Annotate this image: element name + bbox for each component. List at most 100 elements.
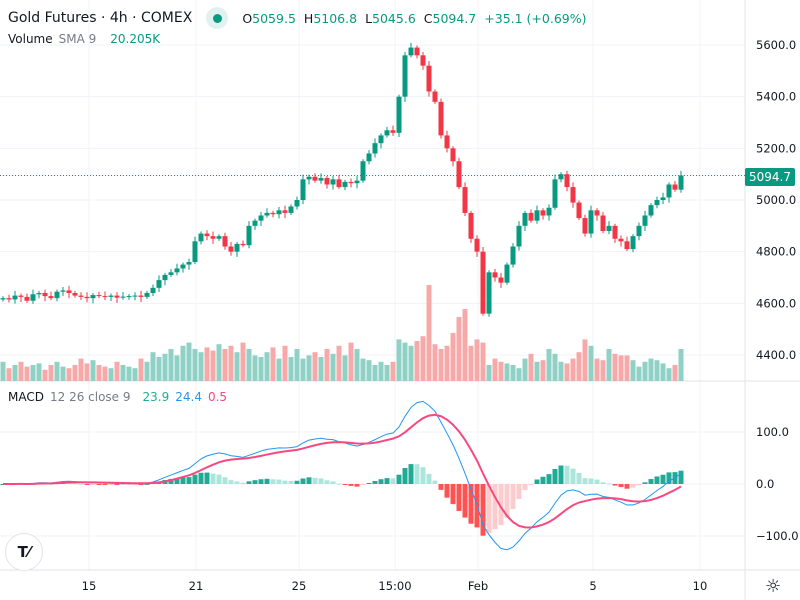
macd-histogram-bar bbox=[420, 467, 426, 484]
macd-histogram-bar bbox=[72, 483, 78, 485]
candle bbox=[618, 235, 624, 247]
candle-body bbox=[330, 179, 336, 185]
macd-histogram-bar bbox=[324, 480, 330, 484]
volume-legend[interactable]: Volume SMA 9 20.205K bbox=[8, 32, 160, 46]
candle-body bbox=[642, 215, 648, 226]
candle-body bbox=[198, 233, 204, 242]
volume-bar bbox=[204, 347, 210, 381]
candle bbox=[426, 61, 432, 97]
candle bbox=[114, 292, 120, 303]
symbol-legend: Gold Futures · 4h · COMEX O5059.5 H5106.… bbox=[8, 7, 586, 29]
candle-body bbox=[648, 205, 654, 216]
candle bbox=[24, 293, 30, 303]
low-label: L bbox=[365, 10, 373, 26]
volume-bar bbox=[522, 358, 528, 381]
last-price-label: 5094.7 bbox=[745, 168, 795, 186]
macd-histogram-bar bbox=[534, 479, 540, 484]
candle-body bbox=[192, 241, 198, 262]
candle-body bbox=[24, 296, 30, 301]
volume-bar bbox=[672, 365, 678, 381]
macd-histogram-bar bbox=[504, 484, 510, 518]
candle-body bbox=[156, 280, 162, 288]
macd-legend[interactable]: MACD 12 26 close 9 23.9 24.4 0.5 bbox=[8, 390, 227, 404]
candle-body bbox=[72, 293, 78, 296]
candle-body bbox=[12, 295, 18, 300]
candle-body bbox=[564, 174, 570, 188]
macd-histogram-bar bbox=[246, 481, 252, 484]
macd-histogram-bar bbox=[618, 484, 624, 488]
candle bbox=[72, 290, 78, 298]
candle bbox=[366, 150, 372, 165]
candle-body bbox=[276, 210, 282, 215]
candle bbox=[30, 289, 36, 304]
candle bbox=[672, 181, 678, 192]
volume-bar bbox=[504, 363, 510, 381]
volume-bar bbox=[246, 349, 252, 381]
macd-histogram-bar bbox=[90, 484, 96, 485]
candle bbox=[264, 208, 270, 218]
macd-histogram-bar bbox=[486, 484, 492, 533]
macd-axis-label: 0.0 bbox=[756, 477, 774, 491]
candle-body bbox=[36, 293, 42, 295]
macd-histogram-bar bbox=[402, 467, 408, 484]
volume-bar bbox=[12, 365, 18, 381]
candle bbox=[318, 173, 324, 184]
volume-bar bbox=[588, 345, 594, 381]
candle bbox=[222, 232, 228, 250]
volume-bar bbox=[330, 353, 336, 381]
volume-bar bbox=[150, 352, 156, 381]
candle-body bbox=[300, 179, 306, 200]
candle-body bbox=[576, 202, 582, 219]
volume-bar bbox=[636, 366, 642, 381]
candle bbox=[144, 290, 150, 299]
candle bbox=[480, 247, 486, 316]
candle bbox=[6, 294, 12, 303]
candle-body bbox=[150, 287, 156, 293]
candle bbox=[258, 212, 264, 226]
macd-histogram-bar bbox=[378, 479, 384, 484]
candle-body bbox=[468, 212, 474, 239]
low-value: 5045.6 bbox=[372, 10, 416, 26]
volume-bar bbox=[486, 365, 492, 381]
candle-body bbox=[6, 298, 12, 300]
candle bbox=[246, 221, 252, 249]
candle bbox=[156, 275, 162, 292]
candle bbox=[636, 222, 642, 241]
tradingview-logo[interactable]: T⁄ bbox=[5, 533, 43, 571]
macd-histogram-bar bbox=[606, 483, 612, 485]
candle bbox=[204, 230, 210, 241]
macd-histogram-bar bbox=[468, 484, 474, 524]
volume-bar bbox=[192, 349, 198, 381]
volume-bar bbox=[90, 360, 96, 381]
candle bbox=[528, 209, 534, 223]
candle-body bbox=[144, 293, 150, 297]
macd-histogram-bar bbox=[438, 484, 444, 490]
volume-bar bbox=[420, 336, 426, 381]
volume-bar bbox=[312, 352, 318, 381]
candle-body bbox=[660, 197, 666, 200]
macd-histogram-bar bbox=[342, 484, 348, 485]
candle-body bbox=[456, 161, 462, 188]
candle bbox=[450, 146, 456, 167]
macd-histogram-bar bbox=[300, 478, 306, 484]
macd-histogram-bar bbox=[294, 480, 300, 484]
candle-body bbox=[606, 225, 612, 231]
candle-body bbox=[138, 295, 144, 297]
candle-body bbox=[240, 243, 246, 246]
candle bbox=[120, 291, 126, 300]
price-axis-label: 4600.0 bbox=[756, 296, 796, 310]
candle bbox=[630, 234, 636, 253]
candle-body bbox=[246, 225, 252, 246]
macd-histogram-bar bbox=[234, 481, 240, 484]
volume-bar bbox=[360, 358, 366, 381]
symbol-title[interactable]: Gold Futures · 4h · COMEX bbox=[8, 10, 193, 26]
candle-body bbox=[426, 65, 432, 92]
candle-body bbox=[354, 180, 360, 184]
candle bbox=[54, 289, 60, 302]
volume-bar bbox=[564, 363, 570, 381]
candle bbox=[288, 204, 294, 215]
macd-histogram-bar bbox=[558, 465, 564, 484]
macd-axis-label: −100.0 bbox=[756, 529, 799, 543]
settings-icon[interactable]: ☼ bbox=[765, 576, 782, 597]
